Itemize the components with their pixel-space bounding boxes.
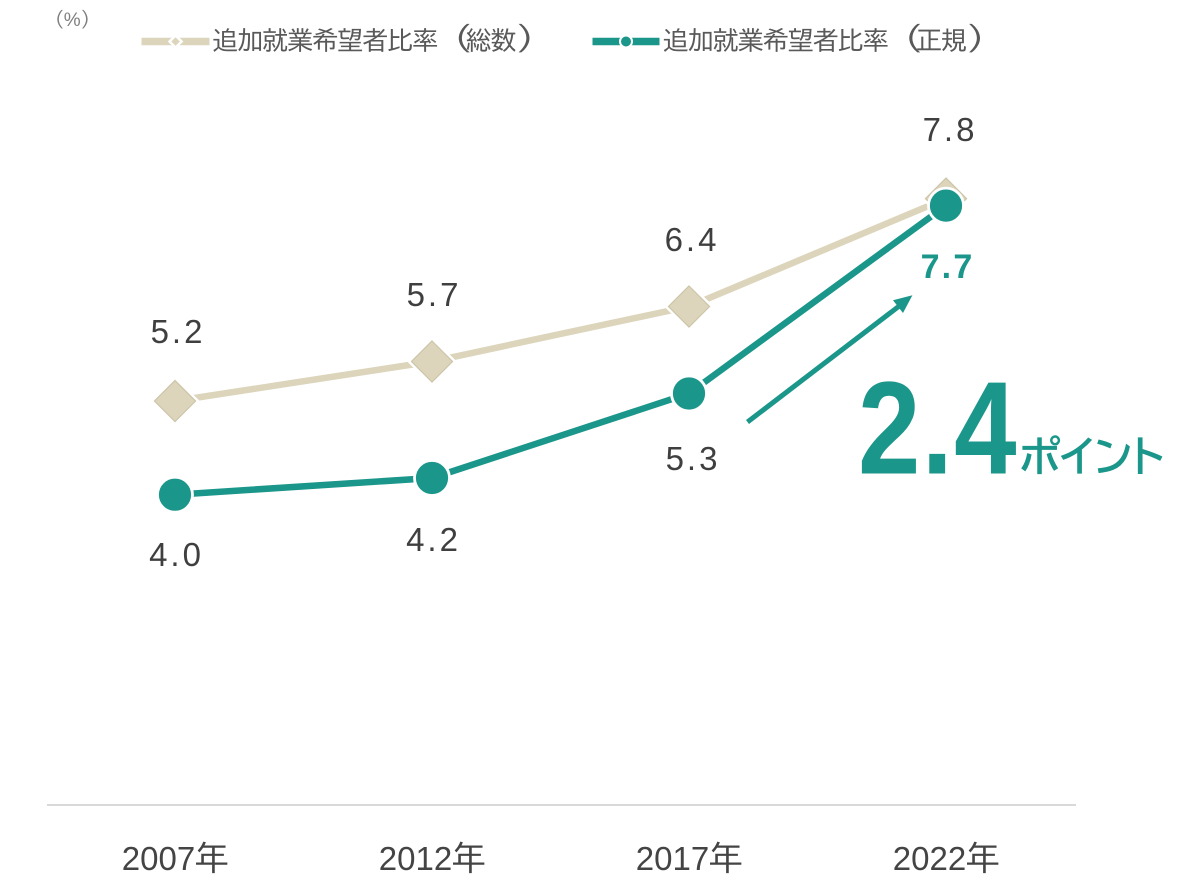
svg-text:2.4: 2.4 xyxy=(858,354,1018,502)
svg-text:7.8: 7.8 xyxy=(923,111,978,148)
svg-text:%: % xyxy=(64,10,81,31)
svg-text:2022: 2022 xyxy=(893,840,966,877)
svg-text:2007: 2007 xyxy=(122,840,195,877)
svg-text:2012: 2012 xyxy=(379,840,452,877)
svg-text:5.2: 5.2 xyxy=(151,313,206,350)
svg-text:5.7: 5.7 xyxy=(407,276,462,313)
svg-text:2017: 2017 xyxy=(636,840,709,877)
svg-text:5.3: 5.3 xyxy=(666,440,721,477)
svg-text:4.0: 4.0 xyxy=(149,536,204,573)
svg-text:7.7: 7.7 xyxy=(921,248,975,286)
svg-text:4.2: 4.2 xyxy=(406,521,461,558)
svg-text:6.4: 6.4 xyxy=(665,221,720,258)
